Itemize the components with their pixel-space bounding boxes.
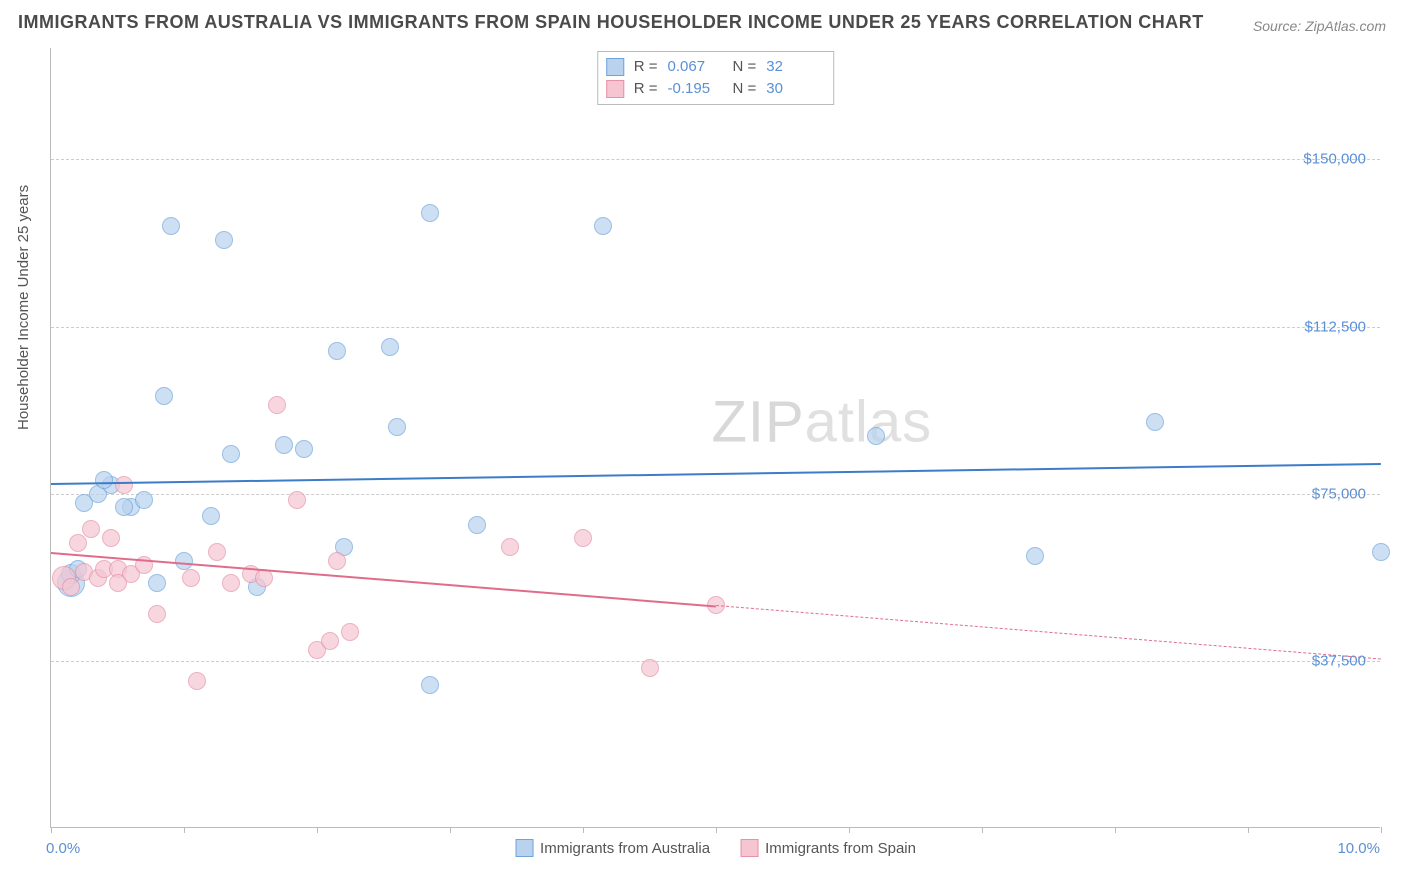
- data-point: [641, 659, 659, 677]
- data-point: [328, 552, 346, 570]
- legend-label: Immigrants from Australia: [540, 840, 710, 857]
- y-tick-label: $150,000: [1303, 151, 1366, 168]
- x-tick: [184, 827, 185, 833]
- x-tick: [716, 827, 717, 833]
- data-point: [102, 529, 120, 547]
- legend-label: Immigrants from Spain: [765, 840, 916, 857]
- data-point: [295, 440, 313, 458]
- data-point: [175, 552, 193, 570]
- x-tick: [583, 827, 584, 833]
- n-value: 32: [766, 56, 821, 78]
- x-tick: [450, 827, 451, 833]
- data-point: [381, 338, 399, 356]
- data-point: [388, 418, 406, 436]
- data-point: [69, 534, 87, 552]
- n-value: 30: [766, 78, 821, 100]
- x-tick: [849, 827, 850, 833]
- stats-row: R = -0.195 N = 30: [606, 78, 822, 100]
- r-label: R =: [634, 78, 658, 100]
- data-point: [82, 520, 100, 538]
- r-value: 0.067: [668, 56, 723, 78]
- r-value: -0.195: [668, 78, 723, 100]
- n-label: N =: [733, 78, 757, 100]
- data-point: [148, 574, 166, 592]
- data-point: [1372, 543, 1390, 561]
- data-point: [188, 672, 206, 690]
- watermark-bold: ZIP: [711, 389, 804, 454]
- data-point: [208, 543, 226, 561]
- x-tick: [982, 827, 983, 833]
- regression-line: [716, 605, 1381, 659]
- data-point: [255, 569, 273, 587]
- x-tick: [317, 827, 318, 833]
- data-point: [135, 491, 153, 509]
- data-point: [1146, 413, 1164, 431]
- watermark: ZIPatlas: [711, 388, 932, 455]
- r-label: R =: [634, 56, 658, 78]
- legend-swatch-icon: [740, 839, 758, 857]
- x-tick: [1381, 827, 1382, 833]
- y-tick-label: $75,000: [1312, 485, 1366, 502]
- series-swatch-icon: [606, 58, 624, 76]
- y-axis-label: Householder Income Under 25 years: [15, 185, 32, 430]
- data-point: [162, 217, 180, 235]
- data-point: [328, 342, 346, 360]
- data-point: [468, 516, 486, 534]
- correlation-stats-box: R = 0.067 N = 32 R = -0.195 N = 30: [597, 51, 835, 105]
- watermark-thin: atlas: [805, 389, 933, 454]
- data-point: [148, 605, 166, 623]
- gridline: [51, 661, 1380, 662]
- gridline: [51, 327, 1380, 328]
- data-point: [95, 471, 113, 489]
- data-point: [215, 231, 233, 249]
- data-point: [1026, 547, 1044, 565]
- series-swatch-icon: [606, 80, 624, 98]
- data-point: [594, 217, 612, 235]
- x-tick: [51, 827, 52, 833]
- x-tick: [1248, 827, 1249, 833]
- data-point: [321, 632, 339, 650]
- legend-item: Immigrants from Australia: [515, 839, 710, 857]
- source-attribution: Source: ZipAtlas.com: [1253, 18, 1386, 34]
- x-tick: [1115, 827, 1116, 833]
- n-label: N =: [733, 56, 757, 78]
- x-max-label: 10.0%: [1337, 840, 1380, 857]
- data-point: [222, 574, 240, 592]
- x-min-label: 0.0%: [46, 840, 80, 857]
- data-point: [182, 569, 200, 587]
- chart-title: IMMIGRANTS FROM AUSTRALIA VS IMMIGRANTS …: [18, 12, 1204, 33]
- legend-item: Immigrants from Spain: [740, 839, 916, 857]
- data-point: [421, 676, 439, 694]
- data-point: [288, 491, 306, 509]
- gridline: [51, 159, 1380, 160]
- data-point: [421, 204, 439, 222]
- data-point: [62, 578, 80, 596]
- stats-row: R = 0.067 N = 32: [606, 56, 822, 78]
- data-point: [574, 529, 592, 547]
- data-point: [867, 427, 885, 445]
- legend-swatch-icon: [515, 839, 533, 857]
- data-point: [268, 396, 286, 414]
- data-point: [202, 507, 220, 525]
- gridline: [51, 494, 1380, 495]
- data-point: [115, 498, 133, 516]
- legend: Immigrants from Australia Immigrants fro…: [515, 839, 916, 857]
- data-point: [275, 436, 293, 454]
- data-point: [115, 476, 133, 494]
- regression-line: [51, 463, 1381, 485]
- data-point: [341, 623, 359, 641]
- data-point: [155, 387, 173, 405]
- data-point: [501, 538, 519, 556]
- data-point: [222, 445, 240, 463]
- y-tick-label: $112,500: [1305, 318, 1366, 335]
- scatter-plot-area: ZIPatlas R = 0.067 N = 32 R = -0.195 N =…: [50, 48, 1380, 828]
- data-point: [109, 574, 127, 592]
